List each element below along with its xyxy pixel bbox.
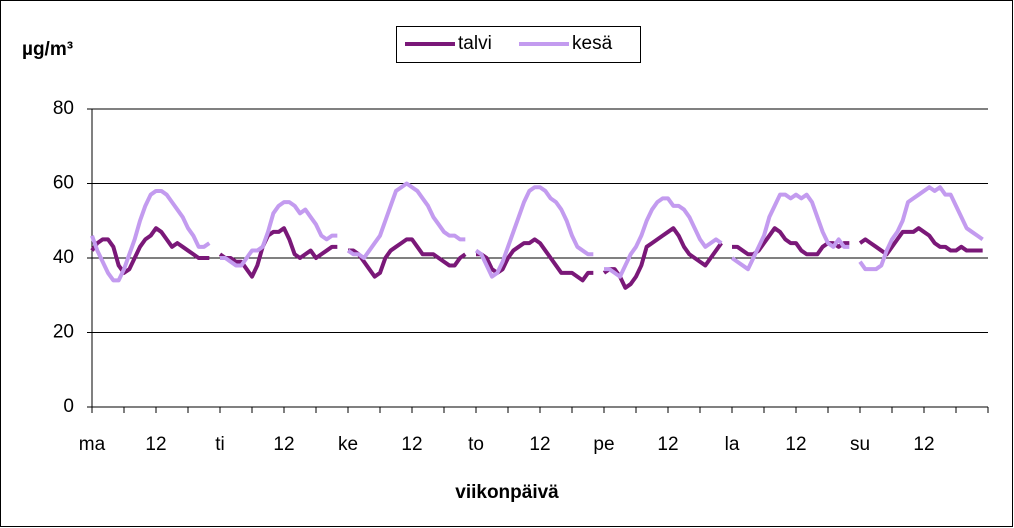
- y-tick-label: 40: [53, 247, 74, 268]
- x-tick-label: to: [468, 434, 484, 455]
- y-tick-label: 0: [63, 396, 74, 417]
- x-tick-label: 12: [145, 434, 166, 455]
- x-tick-label: ma: [79, 434, 106, 455]
- y-axis-label: µg/m³: [22, 39, 73, 60]
- y-tick-label: 20: [53, 322, 74, 343]
- x-tick-label: 12: [657, 434, 678, 455]
- x-tick-label: 12: [273, 434, 294, 455]
- x-tick-label: 12: [401, 434, 422, 455]
- x-tick-label: 12: [529, 434, 550, 455]
- x-axis-label: viikonpäivä: [455, 482, 559, 503]
- x-tick-label: 12: [785, 434, 806, 455]
- legend-label: kesä: [572, 33, 613, 54]
- x-tick-label: ti: [215, 434, 225, 455]
- data-line: [90, 181, 984, 283]
- legend-label: talvi: [458, 33, 492, 54]
- y-tick-label: 80: [53, 98, 74, 119]
- data-line: [90, 226, 983, 290]
- x-tick-label: la: [725, 434, 740, 455]
- x-tick-label: pe: [593, 434, 614, 455]
- x-tick-label: su: [850, 434, 870, 455]
- x-tick-label: 12: [913, 434, 934, 455]
- x-tick-label: ke: [338, 434, 358, 455]
- y-tick-label: 60: [53, 173, 74, 194]
